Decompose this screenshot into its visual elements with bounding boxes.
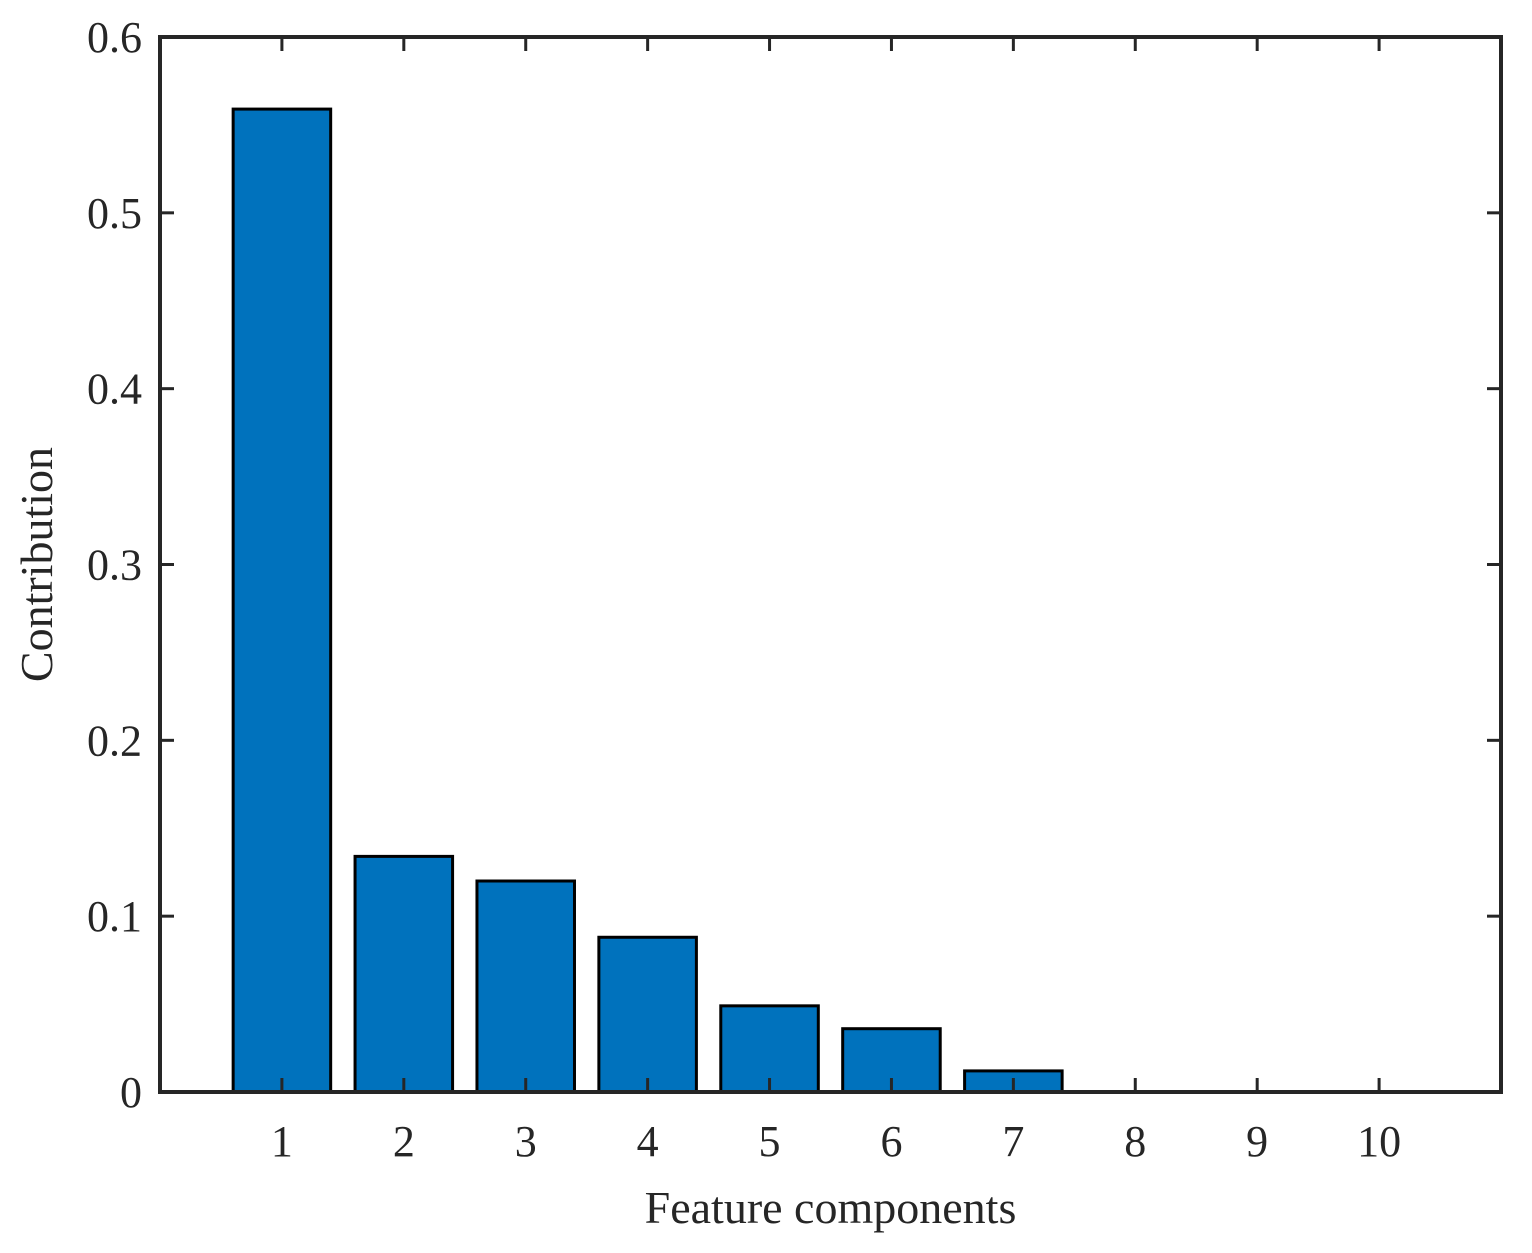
y-tick-label-0.5: 0.5 — [87, 189, 142, 238]
bar-2 — [353, 854, 455, 1094]
x-tick-label-8: 8 — [1124, 1117, 1146, 1166]
y-tick-label-0.3: 0.3 — [87, 541, 142, 590]
bar-3 — [475, 879, 576, 1094]
axes-box — [158, 35, 1503, 1094]
bar-5 — [719, 1004, 820, 1094]
x-tick-label-3: 3 — [515, 1117, 537, 1166]
x-tick-label-9: 9 — [1246, 1117, 1268, 1166]
x-tick-label-10: 10 — [1357, 1117, 1401, 1166]
x-tick-label-1: 1 — [271, 1117, 293, 1166]
x-tick-label-6: 6 — [880, 1117, 902, 1166]
ticks-group: 1 2 3 4 5 6 7 8 9 10 0 0.1 0.2 0.3 0.4 0.5 0.6 — [87, 13, 1501, 1166]
y-tick-label-0.6: 0.6 — [87, 13, 142, 62]
y-tick-label-0.4: 0.4 — [87, 365, 142, 414]
x-tick-label-2: 2 — [393, 1117, 415, 1166]
x-tick-label-7: 7 — [1002, 1117, 1024, 1166]
bar-1 — [231, 107, 333, 1094]
bars-group — [231, 107, 1064, 1094]
y-tick-label-0.2: 0.2 — [87, 716, 142, 765]
bar-4 — [597, 935, 698, 1094]
y-axis-label: Contribution — [11, 447, 62, 682]
x-tick-label-4: 4 — [637, 1117, 659, 1166]
x-tick-label-5: 5 — [759, 1117, 781, 1166]
y-tick-label-0.1: 0.1 — [87, 892, 142, 941]
y-tick-label-0: 0 — [120, 1068, 142, 1117]
x-axis-label: Feature components — [645, 1182, 1017, 1233]
